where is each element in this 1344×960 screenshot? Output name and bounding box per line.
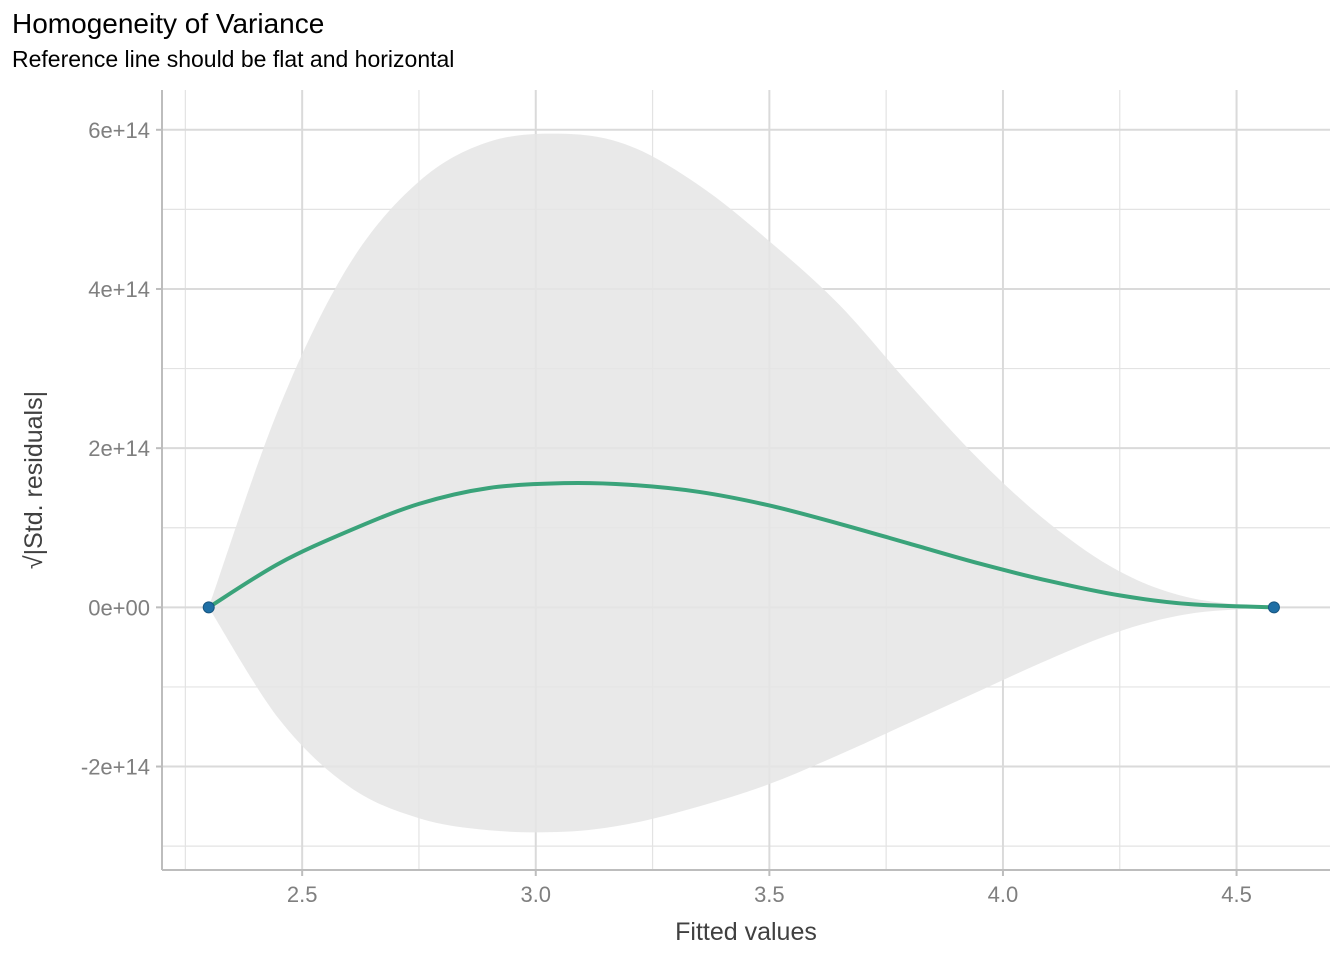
- confidence-band: [208, 133, 1274, 833]
- x-axis-title: Fitted values: [675, 918, 817, 946]
- tick-label-layer: 2.5 3.0 3.5 4.0 4.5 -2e+14 0e+00 2e+14 4e+14 6e+1…: [81, 118, 1252, 907]
- y-tick-label: 0e+00: [88, 595, 150, 620]
- x-tick-label: 2.5: [287, 882, 318, 907]
- x-tick-label: 3.0: [520, 882, 551, 907]
- x-tick-label: 4.0: [988, 882, 1019, 907]
- y-tick-label: 2e+14: [88, 436, 150, 461]
- y-tick-label: -2e+14: [81, 755, 150, 780]
- smooth-line: [206, 481, 1276, 610]
- x-tick-label: 3.5: [754, 882, 785, 907]
- y-tick-label: 6e+14: [88, 118, 150, 143]
- point-layer: [202, 601, 1280, 614]
- data-point: [202, 601, 215, 614]
- y-axis-title: √|Std. residuals|: [20, 391, 48, 569]
- data-point: [1267, 601, 1280, 614]
- x-tick-label: 4.5: [1221, 882, 1252, 907]
- chart-title: Homogeneity of Variance: [12, 8, 325, 39]
- y-tick-label: 4e+14: [88, 277, 150, 302]
- axis-layer: [156, 90, 1330, 876]
- confidence-band-layer: [208, 133, 1274, 833]
- chart-subtitle: Reference line should be flat and horizo…: [12, 46, 455, 72]
- smooth-line-layer: [206, 481, 1276, 610]
